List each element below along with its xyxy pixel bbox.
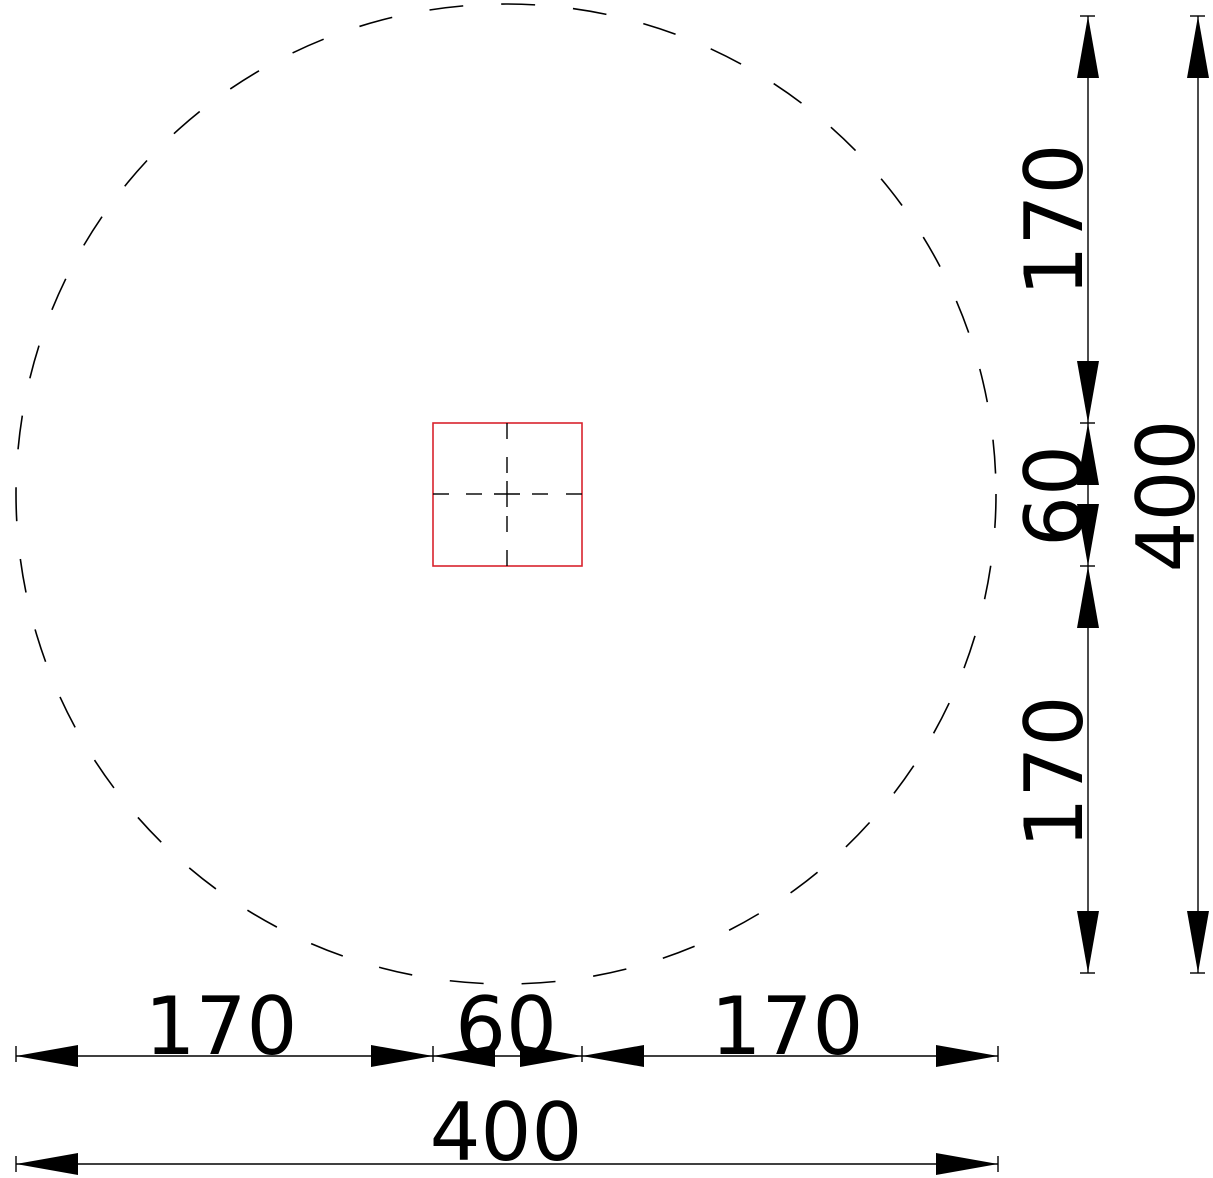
vertical-overall-dimension [1187, 15, 1209, 974]
horizontal-overall-dimension [15, 1153, 999, 1175]
center-mark [433, 423, 582, 566]
dim-label-v-middle: 60 [1008, 445, 1101, 547]
dim-label-v-bottom: 170 [1008, 696, 1101, 849]
dim-label-h-middle: 60 [455, 980, 557, 1073]
dim-label-h-left: 170 [145, 980, 298, 1073]
vertical-segment-dimensions [1077, 15, 1099, 974]
dim-label-h-right: 170 [711, 980, 864, 1073]
dim-label-v-overall: 400 [1120, 420, 1213, 573]
horizontal-segment-dimensions [15, 1045, 999, 1067]
dim-label-h-overall: 400 [430, 1086, 583, 1178]
dim-label-v-top: 170 [1008, 144, 1101, 297]
dashed-outer-circle [15, 3, 997, 985]
